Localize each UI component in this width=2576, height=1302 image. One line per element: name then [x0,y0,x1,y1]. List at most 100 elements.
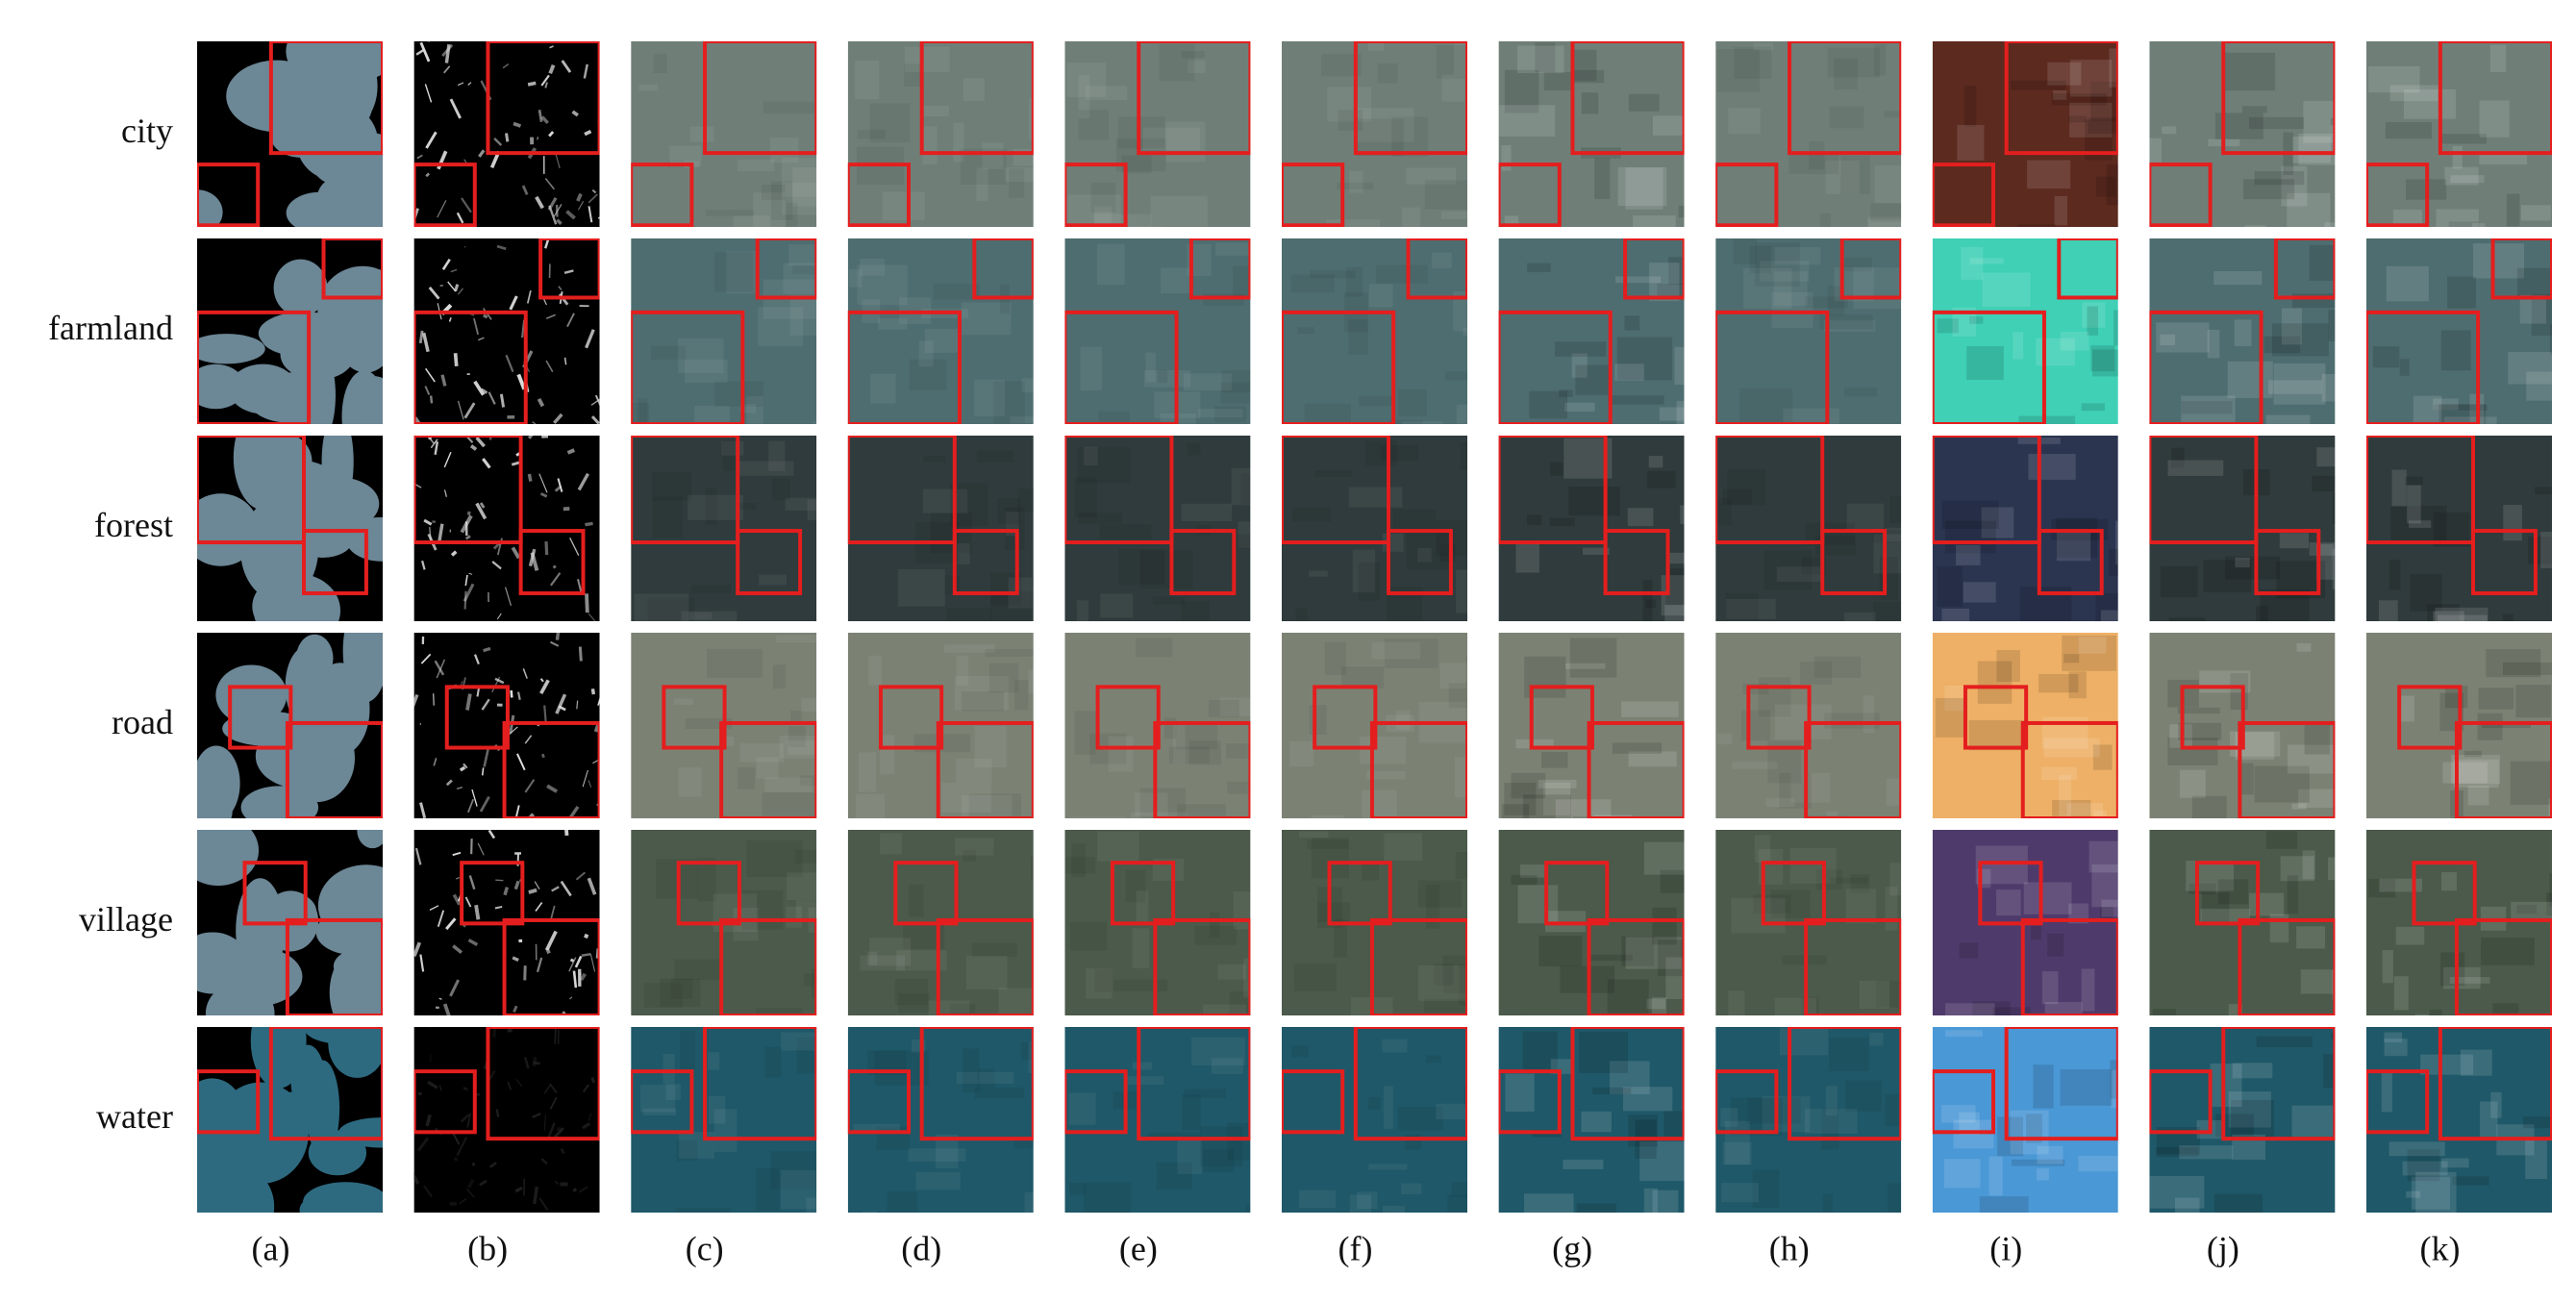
texture [1127,226,1163,227]
column-label: (h) [1769,1229,1810,1267]
image-tile [2149,1027,2336,1213]
mask-blob [215,664,288,725]
sar-streak [515,1079,523,1088]
texture [977,1068,995,1089]
texture [1824,320,1876,332]
texture [1765,798,1795,808]
texture [1572,815,1590,818]
texture [1829,1038,1869,1071]
texture [788,244,817,266]
texture [665,1084,681,1100]
sar-streak [594,394,600,407]
texture [2030,925,2041,940]
sar-streak [552,564,557,569]
tile-bg [1498,1027,1685,1213]
texture [1884,111,1902,118]
texture [1676,400,1685,424]
texture [1358,562,1381,601]
texture [2379,878,2422,892]
tile-bg [413,238,600,424]
texture [1639,1141,1685,1182]
texture [990,591,1034,621]
zoom-box [1282,1069,1345,1135]
texture [1614,363,1644,381]
texture [2452,145,2463,169]
sar-streak [526,290,532,304]
texture [923,455,946,463]
texture [1969,258,2004,264]
tile-content [1715,830,1902,1015]
sar-streak [587,877,597,895]
texture [2156,1147,2199,1157]
texture [1722,1141,1752,1165]
texture [1570,69,1605,84]
texture [1522,794,1571,818]
sar-streak [553,204,563,217]
zoom-box [719,917,817,1015]
texture [1969,316,1984,324]
texture [898,568,945,607]
texture [1668,552,1685,564]
tile-bg [1282,238,1467,424]
texture [1612,742,1663,754]
zoom-box [1932,163,1995,227]
zoom-box [1188,238,1251,300]
texture [2442,966,2481,989]
texture [869,373,896,404]
texture [1214,406,1247,423]
texture [1663,1111,1685,1137]
texture [2100,610,2118,621]
texture [1456,569,1467,613]
texture [786,202,798,227]
texture [2328,310,2336,341]
texture [1085,86,1128,101]
texture [1074,477,1097,518]
zoom-box [228,685,293,750]
texture [1159,43,1195,82]
texture [660,978,701,1008]
texture [1678,205,1685,218]
sar-streak [560,1147,565,1155]
texture [1094,206,1113,226]
texture [1242,958,1251,998]
zoom-box [1282,163,1345,227]
texture [761,184,786,201]
texture [2115,520,2118,564]
texture [1559,389,1573,397]
column-label: (e) [1119,1229,1158,1267]
texture [2303,101,2336,143]
texture [1307,839,1349,849]
sar-streak [524,735,533,744]
image-tile [2149,830,2336,1015]
texture [1227,1122,1251,1161]
tile-content [1282,436,1467,621]
texture [1069,816,1127,818]
texture [790,711,802,722]
texture [1289,740,1314,767]
tile-content [1282,633,1467,818]
tile-content [1064,1027,1251,1213]
texture [647,597,695,621]
texture [741,889,784,930]
texture [2330,117,2336,126]
texture [2267,380,2322,394]
texture [2372,346,2400,368]
texture [955,838,994,856]
sar-streak [548,1083,558,1094]
zoom-box [502,917,600,1015]
texture [1762,1096,1811,1133]
texture [933,283,980,300]
texture [2036,1168,2049,1181]
sar-streak [491,561,502,570]
zoom-box [1353,41,1467,156]
tile-content [197,830,383,1015]
texture [2304,722,2330,755]
zoom-box [1095,685,1161,750]
zoom-box [2149,163,2213,227]
texture [1845,1080,1882,1112]
texture [1660,869,1685,893]
texture [1117,116,1165,149]
tile-content [1064,41,1251,227]
texture [1520,864,1547,878]
sar-streak [425,131,438,149]
